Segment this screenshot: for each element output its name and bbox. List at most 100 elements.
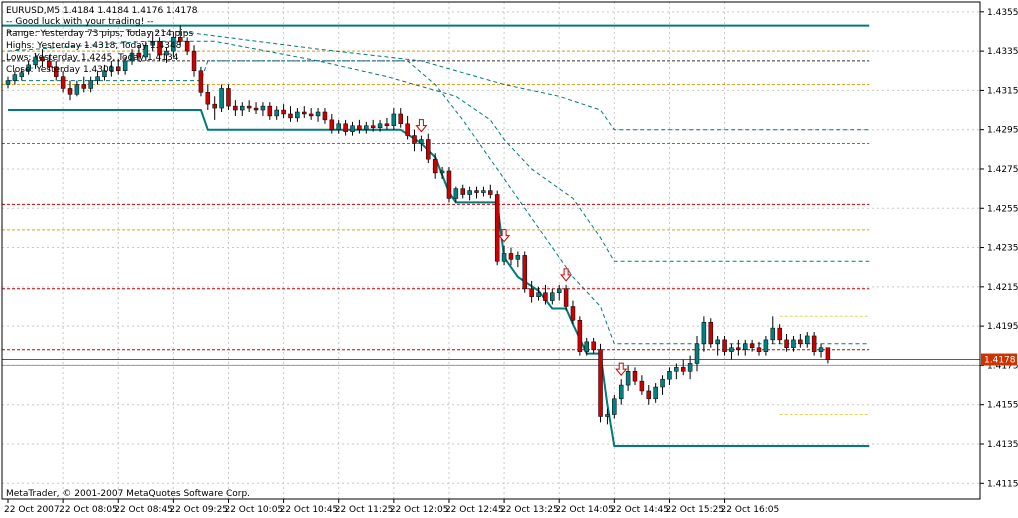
candle[interactable]: [708, 318, 714, 348]
candle[interactable]: [74, 80, 80, 97]
candle[interactable]: [315, 108, 321, 122]
candle[interactable]: [550, 288, 555, 305]
candle[interactable]: [122, 57, 128, 75]
candle[interactable]: [19, 68, 25, 81]
candle[interactable]: [722, 335, 727, 356]
candle[interactable]: [584, 337, 590, 356]
candle[interactable]: [494, 190, 500, 266]
candle[interactable]: [102, 64, 107, 81]
candle[interactable]: [322, 108, 328, 124]
candle[interactable]: [632, 367, 638, 386]
candle[interactable]: [157, 37, 162, 61]
candle[interactable]: [178, 25, 183, 46]
candle[interactable]: [570, 300, 576, 325]
candle[interactable]: [612, 394, 617, 419]
candle[interactable]: [501, 245, 507, 266]
candle[interactable]: [680, 359, 686, 376]
candle[interactable]: [811, 332, 817, 356]
candle[interactable]: [577, 316, 583, 356]
candle[interactable]: [377, 119, 383, 132]
candle[interactable]: [88, 76, 93, 93]
candle[interactable]: [357, 119, 362, 134]
candle[interactable]: [129, 49, 135, 65]
candle[interactable]: [791, 335, 796, 352]
candle[interactable]: [302, 106, 307, 118]
candle[interactable]: [226, 84, 231, 111]
candle[interactable]: [460, 184, 465, 199]
candle[interactable]: [171, 31, 176, 58]
candle[interactable]: [432, 153, 438, 179]
candle[interactable]: [653, 383, 658, 403]
candle[interactable]: [481, 186, 486, 197]
candle[interactable]: [784, 333, 789, 352]
candle[interactable]: [115, 58, 121, 75]
candle[interactable]: [253, 102, 259, 114]
candle[interactable]: [364, 121, 369, 134]
candle[interactable]: [646, 385, 652, 405]
candle[interactable]: [336, 119, 341, 134]
candle[interactable]: [729, 343, 734, 360]
candle[interactable]: [798, 333, 803, 348]
candle[interactable]: [343, 119, 348, 136]
candle[interactable]: [770, 316, 776, 344]
candle[interactable]: [605, 408, 610, 425]
candle[interactable]: [53, 60, 59, 81]
candle[interactable]: [384, 117, 390, 130]
candle[interactable]: [515, 251, 521, 268]
candle[interactable]: [529, 280, 534, 303]
candle[interactable]: [687, 355, 693, 380]
candle[interactable]: [660, 375, 665, 395]
candle[interactable]: [40, 49, 45, 67]
candle[interactable]: [618, 379, 624, 405]
candle[interactable]: [756, 341, 762, 356]
candle[interactable]: [508, 247, 514, 266]
candle[interactable]: [26, 60, 31, 75]
candle[interactable]: [543, 284, 548, 305]
candle[interactable]: [274, 106, 279, 120]
candle[interactable]: [295, 108, 300, 122]
candle[interactable]: [212, 96, 217, 120]
candle[interactable]: [715, 335, 720, 356]
candle[interactable]: [33, 53, 38, 69]
candle[interactable]: [674, 363, 679, 380]
candles[interactable]: [5, 25, 831, 425]
candle[interactable]: [556, 284, 562, 301]
candle[interactable]: [308, 108, 314, 120]
candle[interactable]: [150, 31, 155, 52]
candle[interactable]: [5, 76, 11, 89]
candle[interactable]: [267, 102, 273, 120]
candle[interactable]: [625, 365, 631, 391]
candle[interactable]: [350, 121, 355, 136]
candle[interactable]: [246, 100, 252, 113]
candle[interactable]: [219, 84, 224, 113]
candle[interactable]: [453, 186, 459, 203]
candle[interactable]: [109, 60, 114, 77]
candle[interactable]: [439, 167, 445, 179]
candle[interactable]: [694, 335, 700, 372]
candle[interactable]: [191, 45, 197, 77]
candle[interactable]: [777, 324, 782, 344]
candle[interactable]: [260, 102, 266, 116]
candle[interactable]: [825, 347, 831, 364]
candle[interactable]: [136, 45, 142, 61]
candle[interactable]: [370, 119, 376, 132]
candle[interactable]: [288, 106, 293, 122]
candle[interactable]: [405, 115, 410, 140]
candle[interactable]: [143, 41, 149, 61]
candle[interactable]: [563, 284, 569, 311]
candle[interactable]: [95, 70, 100, 85]
candle[interactable]: [467, 186, 472, 201]
candle[interactable]: [667, 367, 672, 386]
candle[interactable]: [412, 129, 417, 152]
candle[interactable]: [164, 47, 169, 63]
candle[interactable]: [749, 339, 755, 352]
candle[interactable]: [446, 167, 452, 203]
candle[interactable]: [701, 316, 707, 352]
candle[interactable]: [742, 339, 748, 356]
candle[interactable]: [198, 66, 204, 97]
candle[interactable]: [67, 80, 73, 101]
candle[interactable]: [639, 375, 645, 395]
candle[interactable]: [488, 184, 493, 199]
candle[interactable]: [536, 286, 541, 301]
